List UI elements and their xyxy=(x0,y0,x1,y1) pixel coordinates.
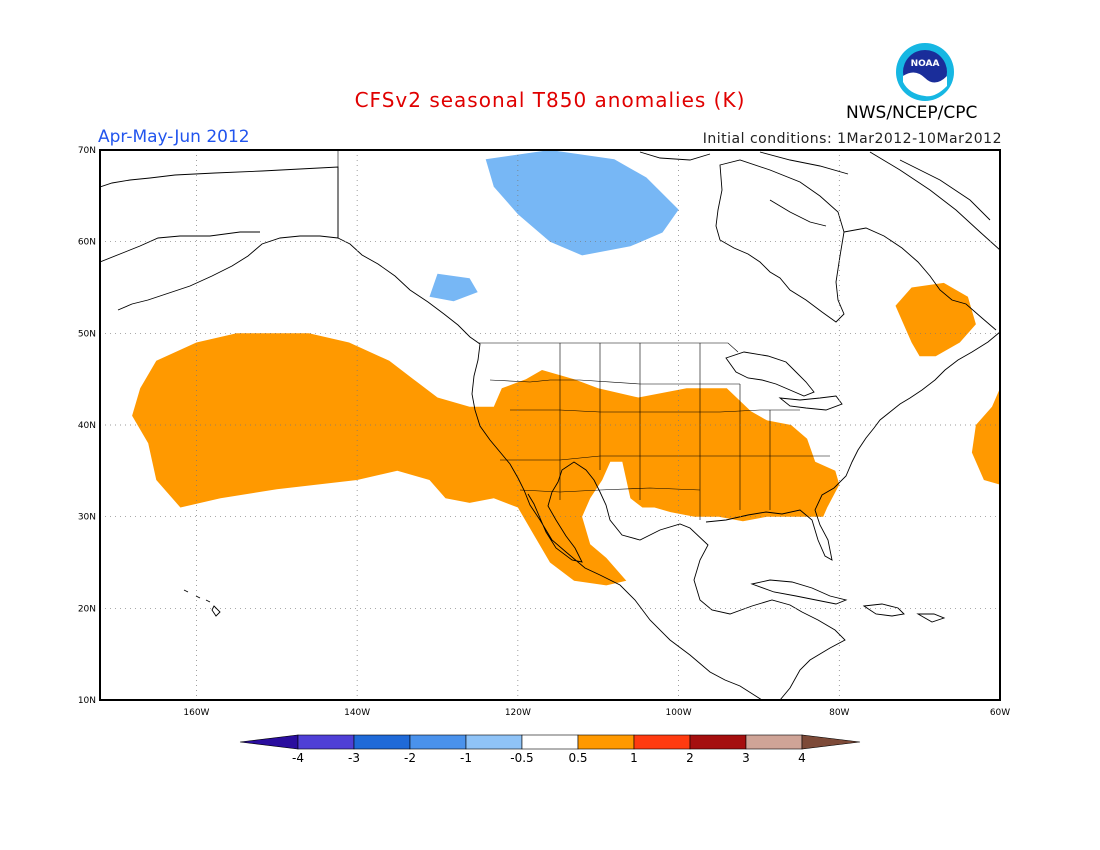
coastline-labrador xyxy=(843,227,997,331)
coastline-hawaii xyxy=(183,589,221,617)
coastline-alaska-peninsula xyxy=(100,231,339,311)
coastline-arctic-islands xyxy=(639,151,1000,251)
lat-tick-label: 30N xyxy=(78,513,96,523)
colorbar-swatch xyxy=(297,734,355,750)
anomaly-region-2 xyxy=(895,282,976,357)
chart-title: CFSv2 seasonal T850 anomalies (K) xyxy=(354,88,746,112)
colorbar-swatch xyxy=(409,734,467,750)
political-borders xyxy=(337,150,830,520)
lon-tick-label: 100W xyxy=(666,708,692,718)
anomaly-region-4 xyxy=(485,150,679,256)
forecast-period: Apr-May-Jun 2012 xyxy=(98,127,250,147)
lon-tick-label: 140W xyxy=(344,708,370,718)
coastline-hispaniola xyxy=(862,603,946,623)
lat-tick-label: 70N xyxy=(78,146,96,156)
noaa-logo: NOAA xyxy=(896,43,954,101)
colorbar-low-arrow xyxy=(239,734,299,750)
coastline-hudson-bay xyxy=(715,159,845,323)
colorbar-swatch xyxy=(633,734,691,750)
lat-tick-label: 20N xyxy=(78,604,96,614)
lon-tick-label: 60W xyxy=(990,708,1010,718)
noaa-logo-text: NOAA xyxy=(911,59,940,69)
colorbar-label: 2 xyxy=(686,751,694,765)
colorbar-swatch xyxy=(521,734,579,750)
great-lakes xyxy=(725,351,843,411)
lon-tick-label: 80W xyxy=(829,708,849,718)
coastline-north-america xyxy=(100,166,1000,700)
initial-conditions: Initial conditions: 1Mar2012-10Mar2012 xyxy=(702,131,1002,147)
colorbar-high-arrow xyxy=(801,734,861,750)
anomaly-region-5 xyxy=(429,273,478,302)
anomaly-region-3 xyxy=(971,388,1000,485)
colorbar: -4 -3 -2 -1 -0.5 0.5 1 2 3 4 xyxy=(239,734,861,765)
lat-tick-label: 40N xyxy=(78,421,96,431)
colorbar-swatch xyxy=(465,734,523,750)
colorbar-label: -4 xyxy=(292,751,304,765)
colorbar-swatch xyxy=(745,734,803,750)
colorbar-swatch xyxy=(689,734,747,750)
colorbar-label: -3 xyxy=(348,751,360,765)
coastline-cuba xyxy=(750,579,848,605)
colorbar-swatch xyxy=(353,734,411,750)
colorbar-label: -1 xyxy=(460,751,472,765)
colorbar-label: -2 xyxy=(404,751,416,765)
lon-tick-label: 160W xyxy=(183,708,209,718)
colorbar-label: 1 xyxy=(630,751,638,765)
lat-tick-label: 50N xyxy=(78,329,96,339)
lat-tick-label: 10N xyxy=(78,696,96,706)
map-frame xyxy=(99,149,1001,701)
agency-label: NWS/NCEP/CPC xyxy=(846,103,978,123)
colorbar-label: 4 xyxy=(798,751,806,765)
colorbar-label: 3 xyxy=(742,751,750,765)
anomaly-region-1 xyxy=(132,333,840,586)
colorbar-label: 0.5 xyxy=(568,751,587,765)
colorbar-label: -0.5 xyxy=(510,751,533,765)
lat-tick-label: 60N xyxy=(78,238,96,248)
lon-tick-label: 120W xyxy=(505,708,531,718)
colorbar-swatch xyxy=(577,734,635,750)
